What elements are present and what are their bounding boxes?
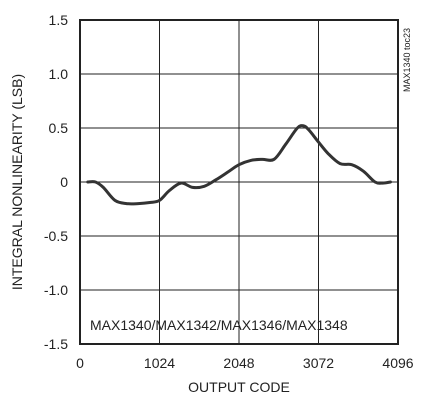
y-tick-label: -0.5 — [44, 228, 68, 244]
figure-id: MAX1340 toc23 — [402, 28, 412, 92]
x-tick-label: 3072 — [303, 355, 334, 371]
y-tick-label: 1.0 — [49, 66, 69, 82]
grid — [80, 20, 398, 344]
chart-annotation: MAX1340/MAX1342/MAX1346/MAX1348 — [90, 317, 348, 333]
y-tick-label: 0 — [60, 174, 68, 190]
x-axis-label: OUTPUT CODE — [188, 379, 290, 395]
y-tick-label: 1.5 — [49, 12, 69, 28]
y-tick-label: -1.0 — [44, 282, 68, 298]
x-tick-label: 1024 — [144, 355, 175, 371]
tick-labels: 0 1024 2048 3072 4096 1.5 1.0 0.5 0 -0.5 -1.0 -1.5 — [44, 12, 414, 371]
inl-series-line — [86, 124, 393, 206]
x-tick-label: 4096 — [382, 355, 413, 371]
y-axis-label: INTEGRAL NONLINEARITY (LSB) — [9, 74, 25, 290]
plot-frame — [79, 19, 399, 345]
series-group — [86, 124, 393, 206]
y-tick-label: 0.5 — [49, 120, 69, 136]
y-tick-label: -1.5 — [44, 336, 68, 352]
x-tick-label: 2048 — [223, 355, 254, 371]
x-tick-label: 0 — [76, 355, 84, 371]
